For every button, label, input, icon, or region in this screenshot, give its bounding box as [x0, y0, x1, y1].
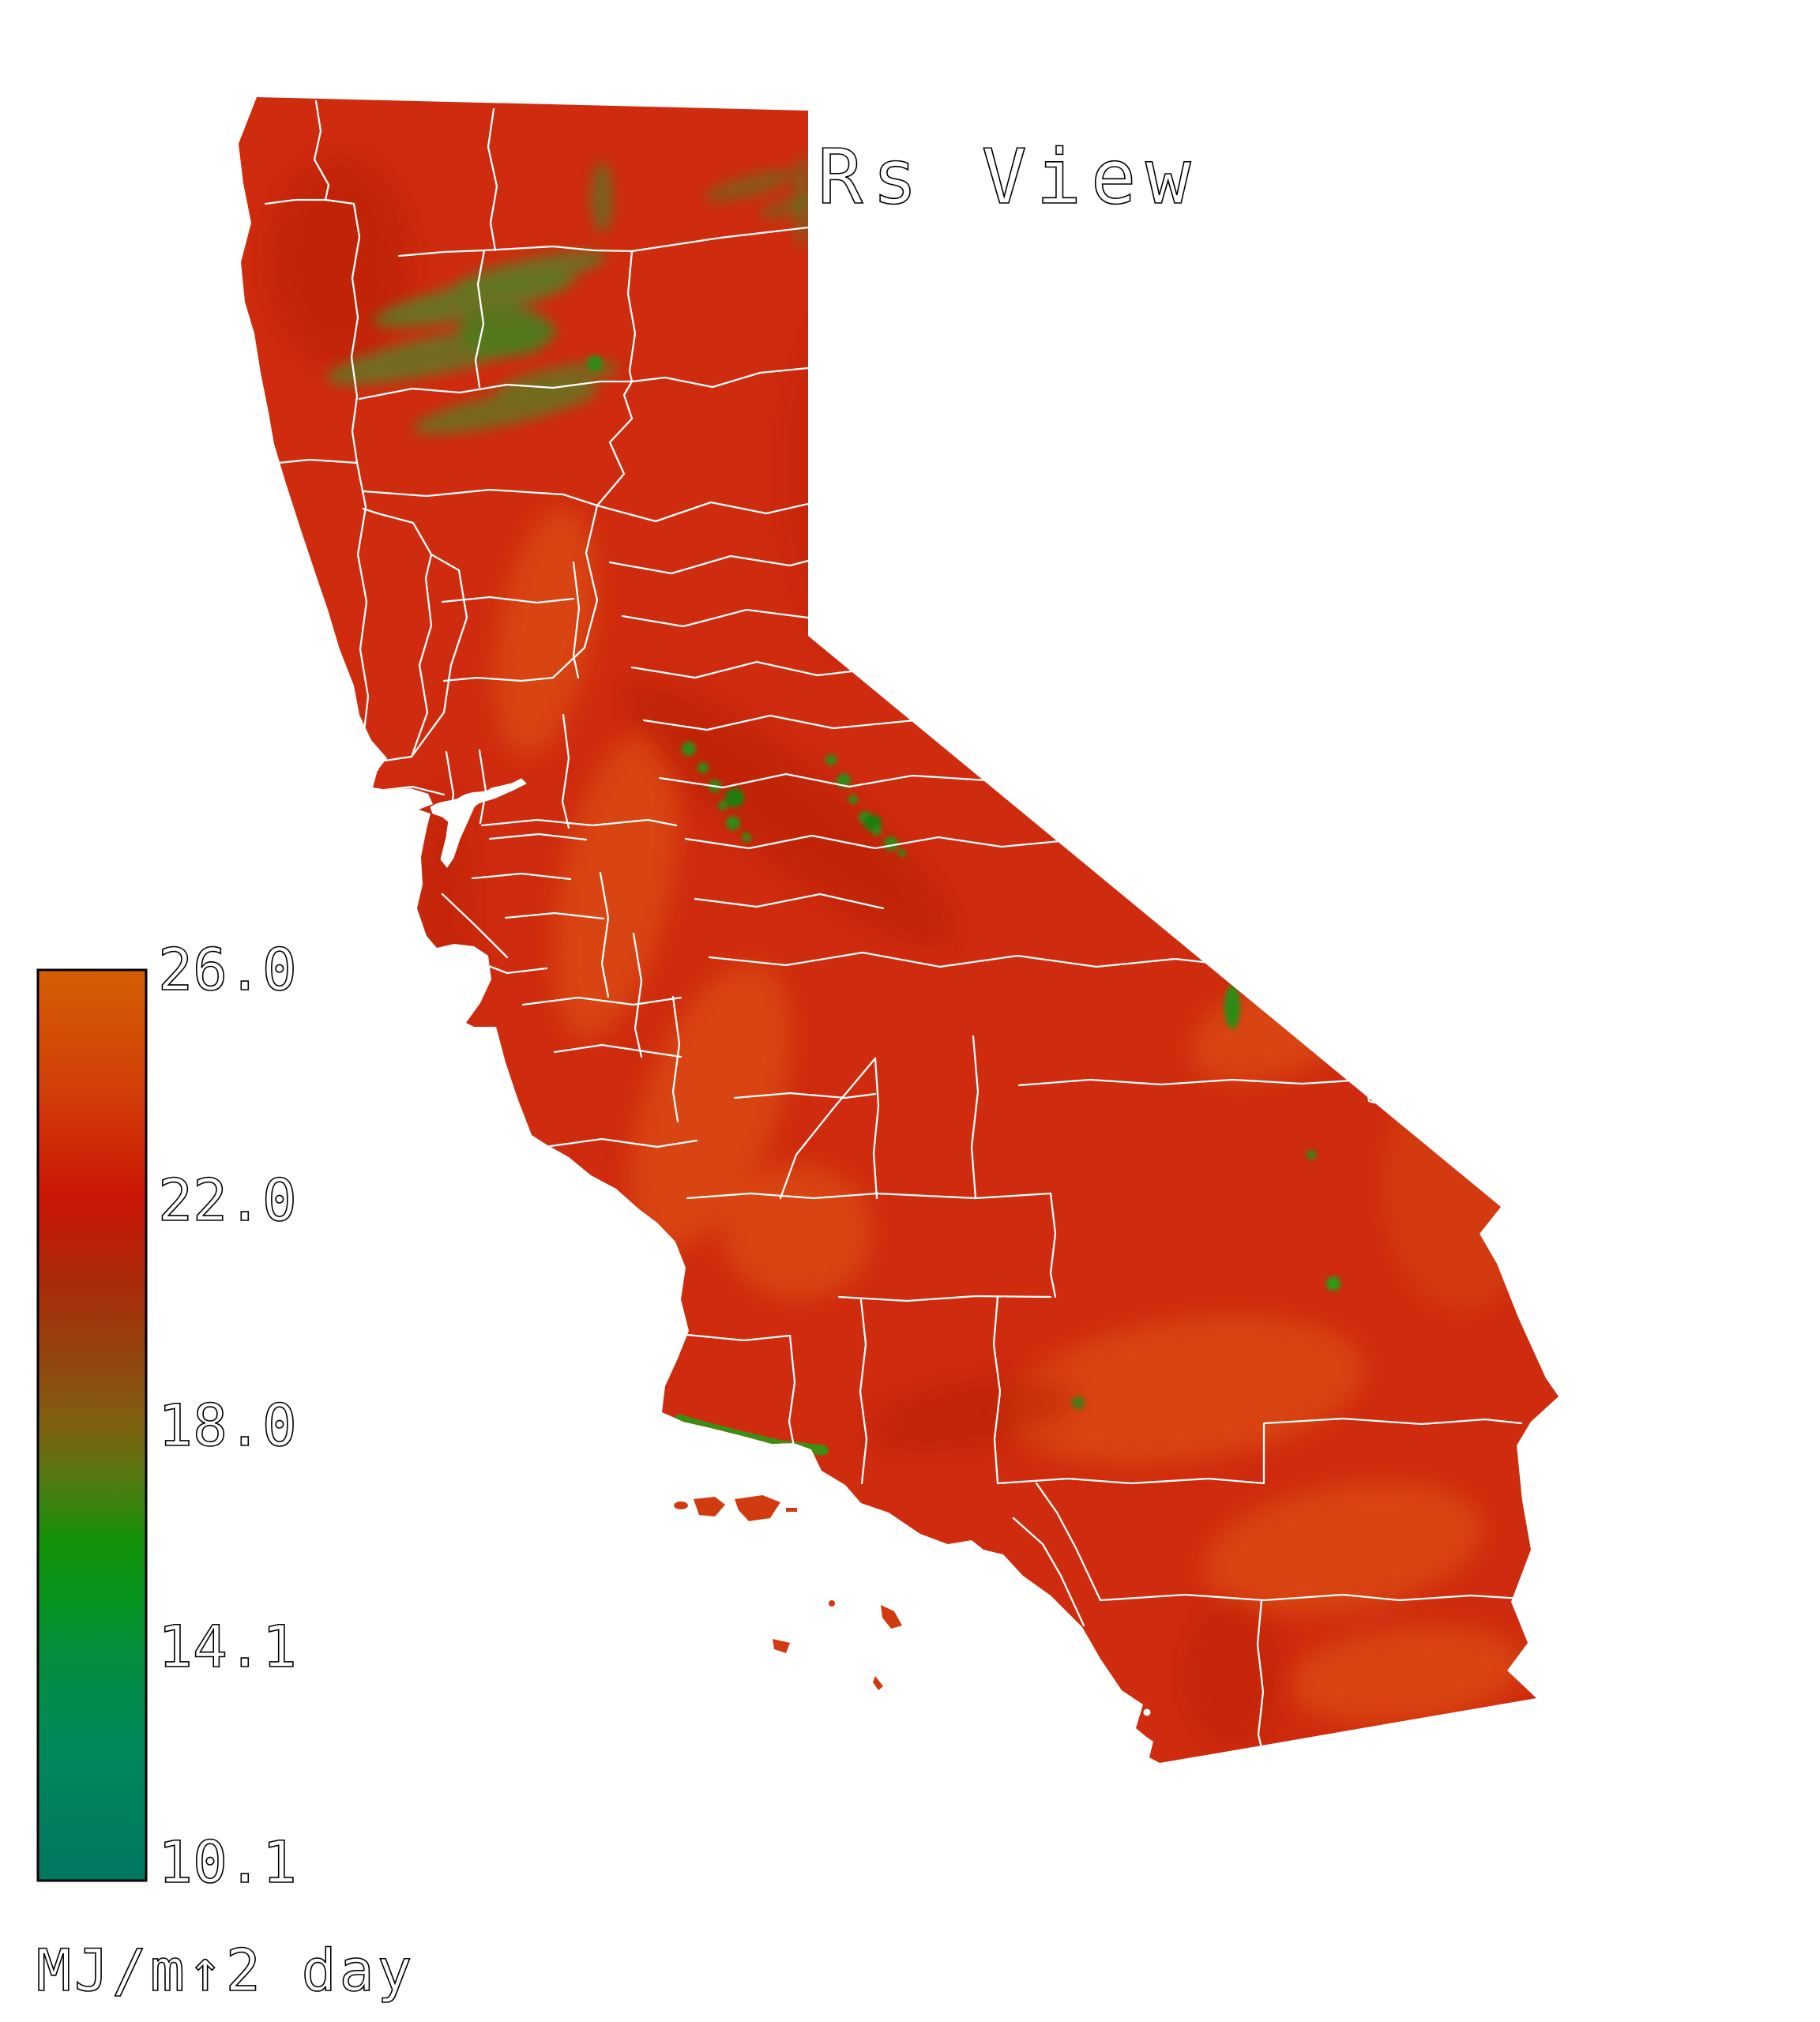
view-title: Rs View — [818, 134, 1200, 221]
colorbar-tick-22: 22.0 — [158, 1167, 297, 1235]
mission-bay — [1143, 1708, 1151, 1716]
green-low-value-streaks — [326, 154, 821, 434]
colorbar-gradient — [36, 968, 148, 1882]
colorbar-tick-14: 14.1 — [158, 1614, 297, 1681]
colorbar-units: MJ/m↑2 day — [36, 1937, 416, 2005]
colorbar-tick-10: 10.1 — [158, 1829, 297, 1896]
colorbar: 26.0 22.0 18.0 14.1 10.1 MJ/m↑2 day — [36, 936, 416, 2005]
san-francisco-bay — [430, 778, 527, 868]
humboldt-bay — [256, 419, 265, 442]
county-boundaries — [261, 100, 1524, 1750]
colorbar-tick-18: 18.0 — [158, 1392, 297, 1460]
green-low-value-spots — [587, 355, 1341, 1409]
colorbar-tick-26: 26.0 — [158, 937, 297, 1004]
california-map[interactable] — [239, 97, 1559, 1763]
tomales-bay — [360, 749, 379, 771]
channel-islands — [674, 1495, 902, 1690]
